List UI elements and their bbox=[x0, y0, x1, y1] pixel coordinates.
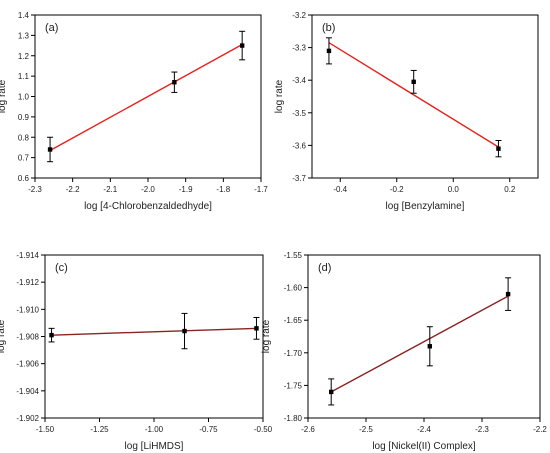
panel-a-fit-line bbox=[49, 43, 243, 152]
panel-b-y-tick-label: -3.2 bbox=[292, 11, 306, 20]
panel-a-data-point bbox=[47, 147, 53, 152]
panel-a-x-axis-label: log [4-Chlorobenzaldedhyde] bbox=[84, 201, 212, 212]
panel-c-x-tick-label: -1.00 bbox=[145, 425, 164, 434]
panel-c-x-tick-label: -1.25 bbox=[90, 425, 109, 434]
panel-a-x-tick-label: -2.2 bbox=[66, 185, 80, 194]
panel-b-fit-line bbox=[328, 42, 499, 148]
panel-c-panel-tag: (c) bbox=[55, 262, 68, 274]
panel-c-data-point bbox=[182, 328, 187, 334]
panel-d-y-tick-label: -1.75 bbox=[284, 381, 303, 390]
panel-d-y-tick-label: -1.80 bbox=[284, 414, 303, 423]
panel-d-y-tick-label: -1.55 bbox=[284, 251, 303, 260]
panel-b-panel-tag: (b) bbox=[322, 22, 335, 34]
panel-c-plot-frame bbox=[44, 254, 264, 419]
panel-b-y-axis-label: log rate bbox=[274, 79, 285, 113]
panel-d-fit-line bbox=[330, 295, 509, 393]
panel-c-x-tick-label: -0.50 bbox=[254, 425, 273, 434]
panel-a-panel-tag: (a) bbox=[45, 22, 58, 34]
panel-d-y-tick-label: -1.65 bbox=[284, 316, 303, 325]
panel-b-x-tick-label: -0.2 bbox=[390, 185, 404, 194]
panel-d-y-tick-label: -1.60 bbox=[284, 284, 303, 293]
panel-b-y-tick-label: -3.5 bbox=[292, 109, 306, 118]
panel-d-x-tick-label: -2.2 bbox=[533, 425, 547, 434]
panel-d-x-tick-label: -2.5 bbox=[359, 425, 373, 434]
panel-c-x-tick-label: -0.75 bbox=[199, 425, 218, 434]
panel-c-x-tick-label: -1.50 bbox=[36, 425, 55, 434]
panel-c: -1.50 -1.25 -1.00 -0.75 -0.50 -1.914 -1.912 -1.… bbox=[0, 251, 273, 452]
panel-c-data-point bbox=[254, 326, 259, 331]
panel-a-y-axis-label: log rate bbox=[0, 79, 8, 113]
panel-d-x-axis-label: log [Nickel(II) Complex] bbox=[372, 441, 476, 452]
panel-d-data-point bbox=[505, 291, 511, 297]
panel-a-x-tick-label: -1.8 bbox=[216, 185, 230, 194]
panel-a-data-point bbox=[172, 80, 177, 85]
panel-b-data-point bbox=[326, 48, 332, 54]
panel-d-x-tick-label: -2.4 bbox=[417, 425, 431, 434]
panel-c-data-point bbox=[49, 332, 54, 338]
panel-c-y-tick-label: -1.904 bbox=[16, 387, 39, 396]
panel-b-x-axis-label: log [Benzylamine] bbox=[386, 201, 465, 212]
panel-c-y-tick-label: -1.912 bbox=[16, 278, 39, 287]
panel-c-y-tick-label: -1.902 bbox=[16, 414, 39, 423]
panel-d: -2.6 -2.5 -2.4 -2.3 -2.2 -1.80 -1.75 -1.70 -1.65… bbox=[261, 251, 547, 452]
panel-a-y-tick-label: 0.9 bbox=[18, 113, 30, 122]
panel-b-x-tick-label: 0.0 bbox=[448, 185, 460, 194]
panel-a-data-point bbox=[239, 43, 245, 48]
panel-c-fit-line bbox=[51, 327, 257, 336]
panel-a-y-tick-label: 0.6 bbox=[18, 174, 30, 183]
panel-a-x-tick-label: -1.9 bbox=[179, 185, 193, 194]
panel-d-panel-tag: (d) bbox=[318, 262, 331, 274]
panel-d-y-axis-label: log rate bbox=[261, 319, 272, 353]
panel-c-y-tick-label: -1.910 bbox=[16, 305, 39, 314]
panel-a-x-tick-label: -2.1 bbox=[103, 185, 117, 194]
panel-b-data-point bbox=[411, 79, 416, 85]
panel-a-y-tick-label: 1.3 bbox=[18, 31, 30, 40]
panel-c-y-tick-label: -1.908 bbox=[16, 333, 39, 342]
panel-b-y-tick-label: -3.3 bbox=[292, 44, 306, 53]
panel-c-y-axis-label: log rate bbox=[0, 319, 7, 353]
panel-d-x-tick-label: -2.3 bbox=[475, 425, 489, 434]
panel-a-y-tick-label: 1.4 bbox=[18, 11, 30, 20]
panel-d-plot-frame bbox=[307, 254, 541, 419]
panel-b-y-tick-label: -3.4 bbox=[292, 76, 306, 85]
panel-b-y-tick-label: -3.6 bbox=[292, 141, 306, 150]
panel-c-x-axis-label: log [LiHMDS] bbox=[125, 441, 184, 452]
panel-d-x-tick-label: -2.6 bbox=[301, 425, 315, 434]
panel-a-x-tick-label: -2.3 bbox=[28, 185, 42, 194]
panel-b-x-tick-label: 0.2 bbox=[504, 185, 516, 194]
panel-b: -0.4 -0.2 0.0 0.2 -3.7 -3.6 -3.5 -3.4 -3.3 -3.2 lo… bbox=[274, 11, 539, 212]
panel-a-y-tick-label: 1.2 bbox=[18, 52, 30, 61]
panel-a-y-tick-label: 0.7 bbox=[18, 154, 30, 163]
panel-c-y-tick-label: -1.906 bbox=[16, 360, 39, 369]
panel-a-x-tick-label: -1.7 bbox=[254, 185, 268, 194]
panel-d-data-point bbox=[427, 344, 432, 349]
panel-a-x-tick-label: -2.0 bbox=[141, 185, 155, 194]
panel-a-y-tick-label: 1.1 bbox=[18, 72, 30, 81]
panel-a: -2.3 -2.2 -2.1 -2.0 -1.9 -1.8 -1.7 0.6 0.7 0.8 0.9… bbox=[0, 11, 268, 212]
panel-d-data-point bbox=[329, 389, 334, 395]
panel-b-data-point bbox=[496, 146, 501, 151]
panel-b-plot-frame bbox=[311, 14, 539, 179]
panel-c-y-tick-label: -1.914 bbox=[16, 251, 39, 260]
panel-a-y-tick-label: 0.8 bbox=[18, 133, 30, 142]
panel-d-y-tick-label: -1.70 bbox=[284, 349, 303, 358]
panel-a-y-tick-label: 1.0 bbox=[18, 93, 30, 102]
panel-b-x-tick-label: -0.4 bbox=[333, 185, 347, 194]
panel-b-y-tick-label: -3.7 bbox=[292, 174, 306, 183]
